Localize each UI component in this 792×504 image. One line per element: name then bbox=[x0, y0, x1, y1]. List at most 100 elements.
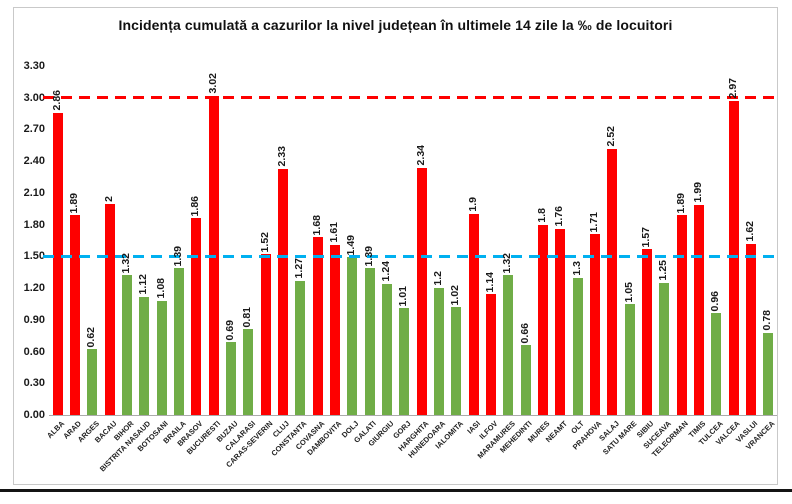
bar-arges bbox=[87, 349, 98, 415]
bar-satu-mare bbox=[624, 303, 635, 415]
bar-value-label-covasna: 1.68 bbox=[310, 214, 323, 236]
bar-botosani bbox=[156, 300, 167, 415]
bar-value-label-cluj: 2.33 bbox=[276, 146, 288, 167]
bar-value-label-constanta: 1.27 bbox=[293, 258, 306, 279]
bar-mures bbox=[538, 224, 548, 415]
bar-dolj bbox=[347, 257, 358, 415]
bar-value-label-ialomita: 1.02 bbox=[449, 284, 462, 306]
bar-bacau bbox=[104, 203, 115, 415]
bar-value-label-arad: 1.89 bbox=[68, 192, 80, 214]
y-axis-tick-label: 0.90 bbox=[23, 313, 45, 326]
bar-caras-severin bbox=[260, 254, 271, 415]
bar-harghita bbox=[416, 167, 427, 415]
bar-buzau bbox=[226, 342, 236, 415]
bar-calarasi bbox=[243, 329, 254, 415]
bar-value-label-giurgiu: 1.24 bbox=[380, 261, 392, 282]
bar-gorj bbox=[399, 308, 410, 415]
bottom-border-line bbox=[0, 489, 792, 492]
bar-ialomita bbox=[451, 307, 462, 415]
x-axis-label-alba: ALBA bbox=[44, 419, 67, 441]
bar-value-label-bucuresti: 3.02 bbox=[206, 73, 219, 94]
bar-giurgiu bbox=[382, 283, 392, 415]
bar-suceava bbox=[659, 282, 670, 415]
bar-value-label-botosani: 1.08 bbox=[154, 278, 167, 299]
bar-tulcea bbox=[711, 313, 722, 415]
bar-prahova bbox=[590, 234, 600, 415]
bar-value-label-arges: 0.62 bbox=[85, 327, 98, 348]
y-axis-tick-label: 3.00 bbox=[23, 91, 45, 104]
bar-timis bbox=[694, 204, 704, 415]
bar-maramures bbox=[503, 275, 514, 415]
bar-value-label-braila: 1.39 bbox=[172, 245, 184, 266]
y-axis-tick-label: 1.80 bbox=[23, 218, 45, 231]
bar-value-label-bacau: 2 bbox=[102, 195, 115, 202]
y-axis-tick-label: 0.30 bbox=[23, 377, 45, 390]
bar-value-label-neamt: 1.76 bbox=[553, 206, 566, 227]
bar-teleorman bbox=[676, 215, 687, 415]
bar-value-label-ilfov: 1.14 bbox=[484, 272, 496, 293]
bar-value-label-suceava: 1.25 bbox=[657, 260, 670, 281]
chart-title: Incidența cumulată a cazurilor la nivel … bbox=[118, 17, 673, 33]
y-axis-tick-label: 2.40 bbox=[23, 155, 45, 168]
bar-value-label-brasov: 1.86 bbox=[189, 195, 202, 217]
y-axis-tick-label: 2.10 bbox=[23, 186, 45, 199]
y-axis-tick-label: 3.30 bbox=[23, 60, 45, 72]
bar-vaslui bbox=[746, 243, 756, 415]
bar-hunedoara bbox=[434, 288, 444, 415]
bar-salaj bbox=[607, 148, 618, 415]
bar-value-label-mures: 1.8 bbox=[536, 208, 548, 223]
bar-value-label-dolj: 1.49 bbox=[345, 234, 358, 256]
y-axis-tick-label: 1.20 bbox=[23, 282, 45, 295]
bar-bistrita-nasaud bbox=[139, 296, 150, 415]
bar-value-label-mehedinti: 0.66 bbox=[518, 322, 531, 344]
bar-brasov bbox=[191, 218, 202, 415]
bar-arad bbox=[70, 215, 80, 415]
bar-value-label-galati: 1.39 bbox=[362, 245, 375, 266]
bar-value-label-hunedoara: 1.2 bbox=[432, 271, 444, 287]
bar-value-label-calarasi: 0.81 bbox=[241, 306, 254, 328]
blue-threshold-line-1.50 bbox=[43, 254, 777, 258]
bar-galati bbox=[364, 268, 375, 415]
bar-value-label-sibiu: 1.57 bbox=[640, 226, 652, 247]
bar-value-label-maramures: 1.32 bbox=[501, 252, 514, 274]
bar-value-label-alba: 2.86 bbox=[50, 90, 63, 111]
bar-braila bbox=[174, 268, 184, 415]
bar-neamt bbox=[555, 228, 566, 415]
bar-value-label-buzau: 0.69 bbox=[224, 319, 236, 341]
bar-value-label-gorj: 1.01 bbox=[397, 285, 410, 307]
bar-vrancea bbox=[763, 332, 774, 415]
y-axis-tick-label: 2.70 bbox=[23, 123, 45, 136]
chart-frame: Incidența cumulată a cazurilor la nivel … bbox=[13, 7, 778, 485]
bar-value-label-iasi: 1.9 bbox=[466, 197, 479, 213]
bar-value-label-satu-mare: 1.05 bbox=[622, 281, 635, 302]
red-threshold-line-3.00 bbox=[43, 96, 777, 100]
y-axis-tick-label: 1.50 bbox=[23, 250, 45, 263]
bar-value-label-olt: 1.3 bbox=[570, 260, 583, 276]
bar-sibiu bbox=[642, 248, 652, 415]
y-axis: 0.00 0.30 0.60 0.90 1.20 1.50 1.80 2.10 2.40 2.70… bbox=[14, 60, 47, 421]
bar-value-label-dambovita: 1.61 bbox=[328, 222, 340, 243]
bar-value-label-valcea: 2.97 bbox=[726, 78, 739, 99]
bar-value-label-harghita: 2.34 bbox=[414, 145, 427, 166]
bar-bihor bbox=[122, 275, 132, 415]
bar-mehedinti bbox=[520, 345, 531, 415]
bar-value-label-bistrita-nasaud: 1.12 bbox=[137, 274, 150, 295]
bar-iasi bbox=[468, 214, 479, 415]
bar-value-label-teleorman: 1.89 bbox=[674, 192, 687, 214]
bar-covasna bbox=[312, 237, 323, 415]
bar-value-label-timis: 1.99 bbox=[692, 182, 704, 203]
bar-value-label-vrancea: 0.78 bbox=[761, 310, 774, 331]
bar-dambovita bbox=[330, 244, 340, 415]
x-axis-labels: ALBA ARAD ARGES BACAU BIHOR BISTRITA NASAUD BO… bbox=[45, 417, 777, 483]
plot-area: 2.86 1.89 0.62 2 1.32 1.12 1.08 1.39 1.86 3.02 0.6… bbox=[43, 66, 777, 416]
bar-value-label-salaj: 2.52 bbox=[605, 126, 618, 147]
bar-value-label-bihor: 1.32 bbox=[120, 252, 132, 274]
bar-ilfov bbox=[486, 294, 496, 415]
y-axis-tick-label: 0.60 bbox=[23, 345, 45, 358]
bar-constanta bbox=[295, 280, 306, 415]
bar-value-label-vaslui: 1.62 bbox=[744, 221, 756, 242]
bar-alba bbox=[52, 112, 63, 415]
bar-value-label-prahova: 1.71 bbox=[588, 211, 600, 233]
y-axis-tick-label: 0.00 bbox=[23, 409, 45, 421]
